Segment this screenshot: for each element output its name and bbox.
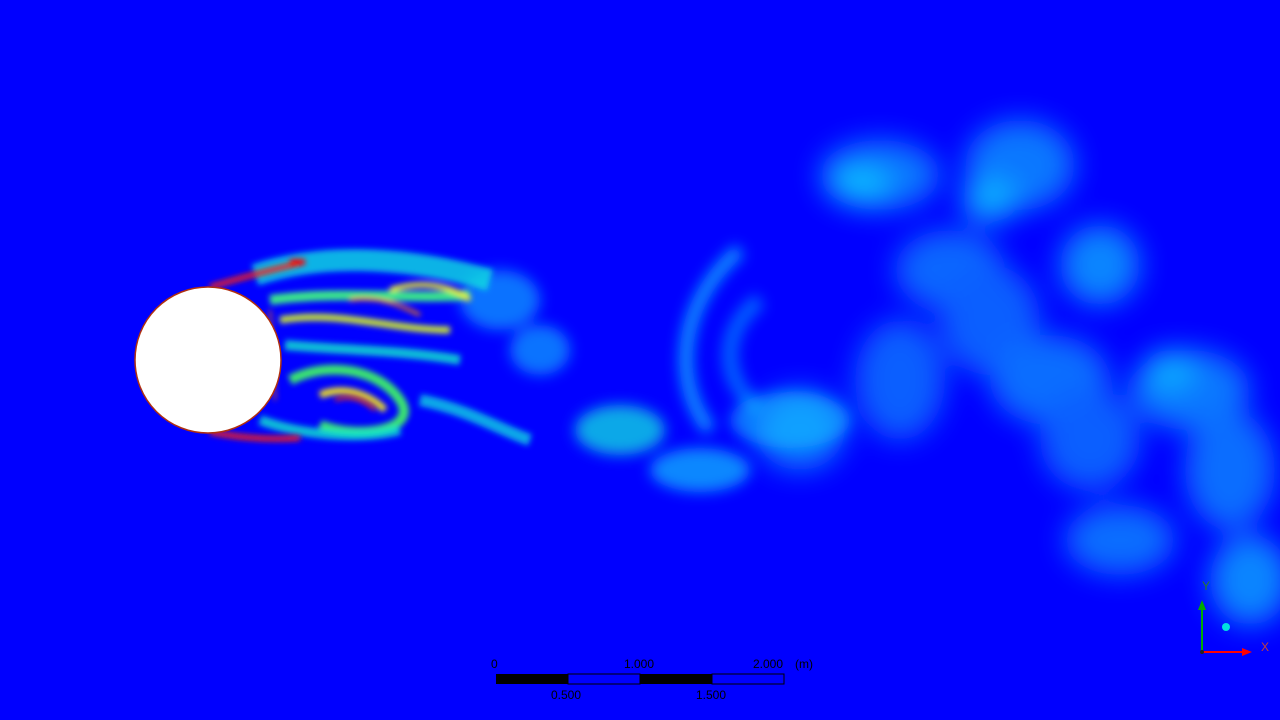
x-axis-label: X [1261,640,1270,654]
scale-label-2000: 2.000 [753,657,784,671]
scale-label-1500: 1.500 [696,688,727,702]
scale-bar [496,673,785,685]
x-axis-arrowhead [1242,648,1252,656]
y-axis-label: Y [1202,579,1211,593]
scale-segment-4 [711,673,785,685]
scale-label-0500: 0.500 [551,688,582,702]
y-axis-arrowhead [1198,600,1206,610]
cylinder-obstacle [134,286,282,434]
scale-unit: (m) [795,657,813,671]
axis-triad [1198,600,1252,656]
z-axis-sphere-icon [1222,623,1230,631]
origin-dot [1200,650,1204,654]
scale-segment-2 [567,673,641,685]
scale-segment-1 [496,674,568,684]
scale-label-1000: 1.000 [624,657,655,671]
scale-segment-3 [640,674,712,684]
scale-label-0: 0 [491,657,498,671]
